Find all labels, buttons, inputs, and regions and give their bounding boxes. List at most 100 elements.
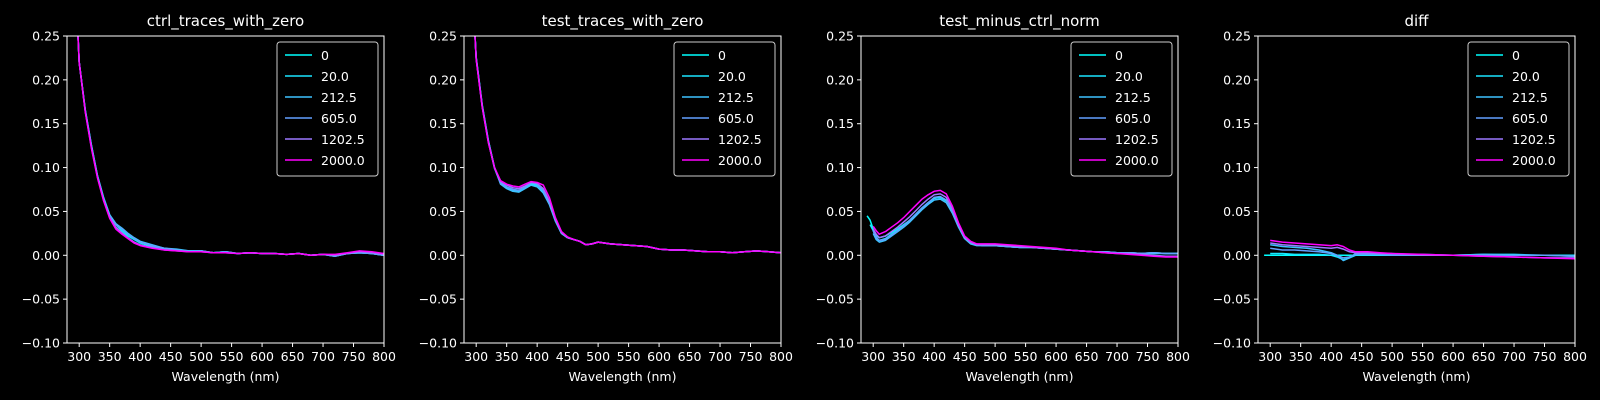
x-tick-label: 300 [1258, 349, 1282, 364]
y-tick-label: 0.05 [32, 204, 60, 219]
x-tick-label: 800 [1563, 349, 1587, 364]
series-group [866, 189, 1178, 258]
x-tick-label: 400 [922, 349, 946, 364]
chart-title: test_traces_with_zero [542, 12, 704, 31]
x-tick-label: 750 [739, 349, 763, 364]
legend-label: 605.0 [718, 111, 754, 126]
series-line [474, 36, 781, 254]
x-tick-label: 400 [525, 349, 549, 364]
x-tick-label: 600 [1441, 349, 1465, 364]
y-tick-label: −0.05 [22, 292, 60, 307]
series-line [872, 189, 1178, 258]
legend-label: 212.5 [321, 90, 357, 105]
y-tick-label: 0.05 [1223, 204, 1251, 219]
x-tick-label: 450 [953, 349, 977, 364]
axes-frame [463, 35, 782, 344]
y-tick-label: −0.10 [1213, 336, 1251, 351]
y-tick-label: 0.20 [429, 72, 457, 87]
x-tick-label: 550 [1411, 349, 1435, 364]
x-tick-label: 700 [1502, 349, 1526, 364]
y-tick-label: 0.20 [1223, 72, 1251, 87]
legend-label: 605.0 [321, 111, 357, 126]
x-tick-label: 450 [556, 349, 580, 364]
series-group [1264, 239, 1575, 262]
chart-title: test_minus_ctrl_norm [939, 12, 1100, 31]
y-tick-label: 0.00 [429, 248, 457, 263]
legend-label: 2000.0 [321, 153, 365, 168]
axes-frame [66, 35, 385, 344]
axes-frame [1257, 35, 1576, 344]
x-axis-label: Wavelength (nm) [966, 369, 1074, 384]
legend-label: 0 [321, 48, 329, 63]
legend-label: 0 [1512, 48, 1520, 63]
x-tick-label: 650 [678, 349, 702, 364]
x-tick-label: 500 [1380, 349, 1404, 364]
y-tick-label: 0.15 [32, 116, 60, 131]
x-tick-label: 400 [128, 349, 152, 364]
x-tick-label: 750 [342, 349, 366, 364]
chart-panel: diff 300 350 400 450 500 550 600 650 700 750 800 −0.… [1213, 12, 1587, 384]
y-tick-label: 0.25 [826, 29, 854, 44]
x-axis-label: Wavelength (nm) [172, 369, 280, 384]
x-tick-label: 350 [98, 349, 122, 364]
legend-label: 1202.5 [1115, 132, 1159, 147]
y-tick-label: 0.15 [1223, 116, 1251, 131]
x-tick-label: 700 [1105, 349, 1129, 364]
legend-label: 2000.0 [1115, 153, 1159, 168]
chart-title: ctrl_traces_with_zero [147, 12, 304, 31]
x-tick-label: 550 [220, 349, 244, 364]
x-tick-label: 800 [372, 349, 396, 364]
legend: 0 20.0 212.5 605.0 1202.5 2000.0 [1070, 41, 1173, 177]
y-tick-label: 0.10 [429, 160, 457, 175]
legend-label: 0 [718, 48, 726, 63]
x-tick-label: 300 [67, 349, 91, 364]
y-tick-label: 0.05 [429, 204, 457, 219]
x-tick-label: 350 [495, 349, 519, 364]
x-tick-label: 750 [1136, 349, 1160, 364]
y-tick-label: 0.00 [1223, 248, 1251, 263]
x-tick-label: 550 [617, 349, 641, 364]
x-tick-label: 300 [464, 349, 488, 364]
x-tick-label: 600 [647, 349, 671, 364]
x-axis-label: Wavelength (nm) [569, 369, 677, 384]
series-line [77, 36, 384, 257]
x-tick-label: 650 [1075, 349, 1099, 364]
legend-label: 212.5 [718, 90, 754, 105]
y-tick-label: 0.00 [826, 248, 854, 263]
x-tick-label: 350 [892, 349, 916, 364]
y-tick-label: 0.25 [32, 29, 60, 44]
legend-label: 20.0 [1512, 69, 1540, 84]
y-tick-label: −0.10 [816, 336, 854, 351]
y-tick-label: 0.25 [429, 29, 457, 44]
series-group [77, 36, 384, 257]
x-tick-label: 700 [708, 349, 732, 364]
y-tick-label: 0.00 [32, 248, 60, 263]
y-tick-label: 0.05 [826, 204, 854, 219]
y-tick-label: −0.05 [1213, 292, 1251, 307]
y-tick-label: −0.05 [816, 292, 854, 307]
y-tick-label: 0.25 [1223, 29, 1251, 44]
x-tick-label: 800 [769, 349, 793, 364]
series-group [474, 36, 781, 254]
y-tick-label: 0.15 [429, 116, 457, 131]
legend: 0 20.0 212.5 605.0 1202.5 2000.0 [1467, 41, 1570, 177]
chart-panel: test_minus_ctrl_norm 300 350 400 450 500 550 60… [816, 12, 1190, 384]
x-tick-label: 550 [1014, 349, 1038, 364]
x-tick-label: 600 [250, 349, 274, 364]
series-line [1270, 244, 1575, 262]
series-line [1270, 247, 1575, 259]
legend-label: 20.0 [321, 69, 349, 84]
series-line [1270, 239, 1575, 260]
x-tick-label: 400 [1319, 349, 1343, 364]
y-tick-label: 0.15 [826, 116, 854, 131]
x-tick-label: 500 [189, 349, 213, 364]
chart-title: diff [1404, 12, 1429, 30]
x-tick-label: 700 [311, 349, 335, 364]
legend-label: 1202.5 [718, 132, 762, 147]
x-tick-label: 500 [983, 349, 1007, 364]
legend-label: 212.5 [1512, 90, 1548, 105]
legend-label: 20.0 [1115, 69, 1143, 84]
x-tick-label: 350 [1289, 349, 1313, 364]
